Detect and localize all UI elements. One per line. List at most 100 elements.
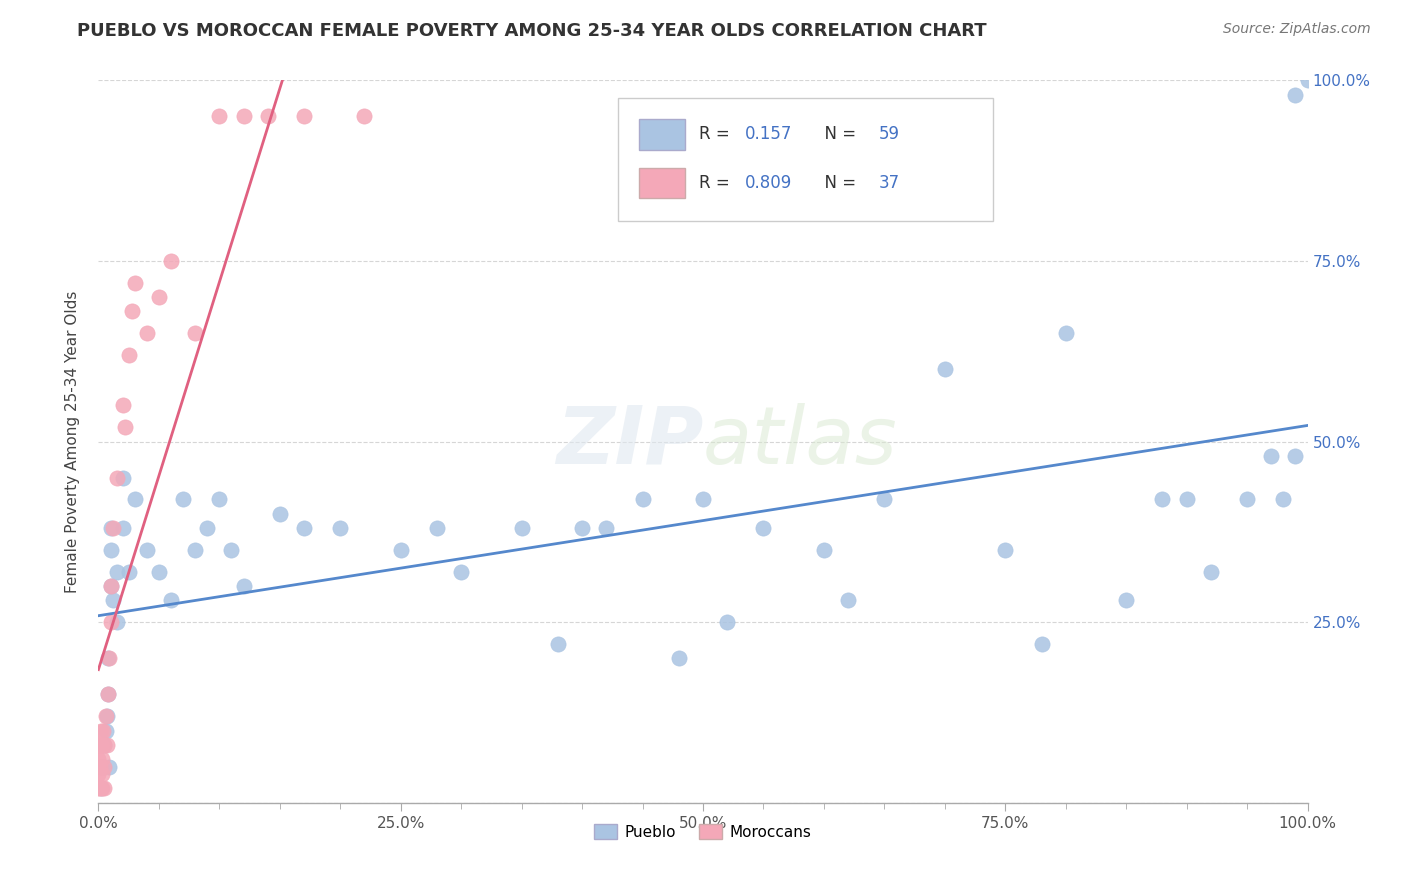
Point xyxy=(269,507,291,521)
Legend: Pueblo, Moroccans: Pueblo, Moroccans xyxy=(588,818,818,846)
Point xyxy=(100,579,122,593)
Text: 0.809: 0.809 xyxy=(745,174,793,192)
Point xyxy=(91,760,114,774)
Point xyxy=(1152,492,1174,507)
Point xyxy=(90,723,112,738)
Point xyxy=(292,521,315,535)
Text: N =: N = xyxy=(814,126,862,144)
Point xyxy=(1031,637,1053,651)
Point xyxy=(97,651,120,665)
Point xyxy=(873,492,896,507)
Point xyxy=(148,290,170,304)
Point xyxy=(118,348,141,362)
Point xyxy=(208,110,231,124)
Point xyxy=(426,521,449,535)
Point xyxy=(87,752,110,766)
Point xyxy=(91,781,114,796)
Point xyxy=(96,709,118,723)
Point xyxy=(111,521,134,535)
Point xyxy=(98,651,121,665)
Point xyxy=(1175,492,1198,507)
Point xyxy=(1236,492,1258,507)
Point xyxy=(93,760,115,774)
Point xyxy=(208,492,231,507)
Point xyxy=(87,781,110,796)
Point xyxy=(329,521,352,535)
Text: R =: R = xyxy=(699,174,735,192)
Point xyxy=(90,738,112,752)
Point xyxy=(101,593,124,607)
Point xyxy=(1115,593,1137,607)
Point xyxy=(121,304,143,318)
Point xyxy=(752,521,775,535)
Point xyxy=(1054,326,1077,340)
Point xyxy=(389,542,412,557)
Point xyxy=(135,326,157,340)
Point xyxy=(148,565,170,579)
Point xyxy=(668,651,690,665)
Point xyxy=(100,542,122,557)
Text: PUEBLO VS MOROCCAN FEMALE POVERTY AMONG 25-34 YEAR OLDS CORRELATION CHART: PUEBLO VS MOROCCAN FEMALE POVERTY AMONG … xyxy=(77,22,987,40)
Point xyxy=(292,110,315,124)
Point xyxy=(93,738,115,752)
Point xyxy=(692,492,714,507)
Point xyxy=(510,521,533,535)
Point xyxy=(100,615,122,630)
Point xyxy=(813,542,835,557)
Point xyxy=(547,637,569,651)
Bar xyxy=(638,120,685,150)
Point xyxy=(124,492,146,507)
Point xyxy=(994,542,1017,557)
Point xyxy=(118,565,141,579)
Point xyxy=(97,687,120,701)
Point xyxy=(100,521,122,535)
Point xyxy=(94,709,117,723)
Point xyxy=(93,738,115,752)
Point xyxy=(221,542,243,557)
Point xyxy=(96,738,118,752)
Point xyxy=(195,521,218,535)
Point xyxy=(101,521,124,535)
Point xyxy=(87,767,110,781)
Point xyxy=(595,521,617,535)
Point xyxy=(571,521,593,535)
Point xyxy=(98,760,121,774)
Point xyxy=(93,781,115,796)
Point xyxy=(934,362,956,376)
Text: Source: ZipAtlas.com: Source: ZipAtlas.com xyxy=(1223,22,1371,37)
Point xyxy=(91,767,114,781)
Point xyxy=(256,110,278,124)
Point xyxy=(100,579,122,593)
Point xyxy=(1296,73,1319,87)
Point xyxy=(631,492,654,507)
Text: R =: R = xyxy=(699,126,735,144)
Point xyxy=(184,326,207,340)
FancyBboxPatch shape xyxy=(619,98,993,221)
Point xyxy=(837,593,859,607)
Text: 59: 59 xyxy=(879,126,900,144)
Point xyxy=(353,110,375,124)
Point xyxy=(450,565,472,579)
Point xyxy=(124,276,146,290)
Point xyxy=(184,542,207,557)
Text: N =: N = xyxy=(814,174,862,192)
Point xyxy=(232,579,254,593)
Point xyxy=(1199,565,1222,579)
Point xyxy=(232,110,254,124)
Bar xyxy=(638,168,685,198)
Text: ZIP: ZIP xyxy=(555,402,703,481)
Point xyxy=(105,470,128,484)
Point xyxy=(97,687,120,701)
Point xyxy=(91,723,114,738)
Y-axis label: Female Poverty Among 25-34 Year Olds: Female Poverty Among 25-34 Year Olds xyxy=(65,291,80,592)
Point xyxy=(90,781,112,796)
Point xyxy=(1272,492,1295,507)
Text: 0.157: 0.157 xyxy=(745,126,793,144)
Point xyxy=(105,615,128,630)
Point xyxy=(91,752,114,766)
Point xyxy=(87,738,110,752)
Point xyxy=(94,723,117,738)
Point xyxy=(172,492,194,507)
Point xyxy=(716,615,738,630)
Point xyxy=(89,781,111,796)
